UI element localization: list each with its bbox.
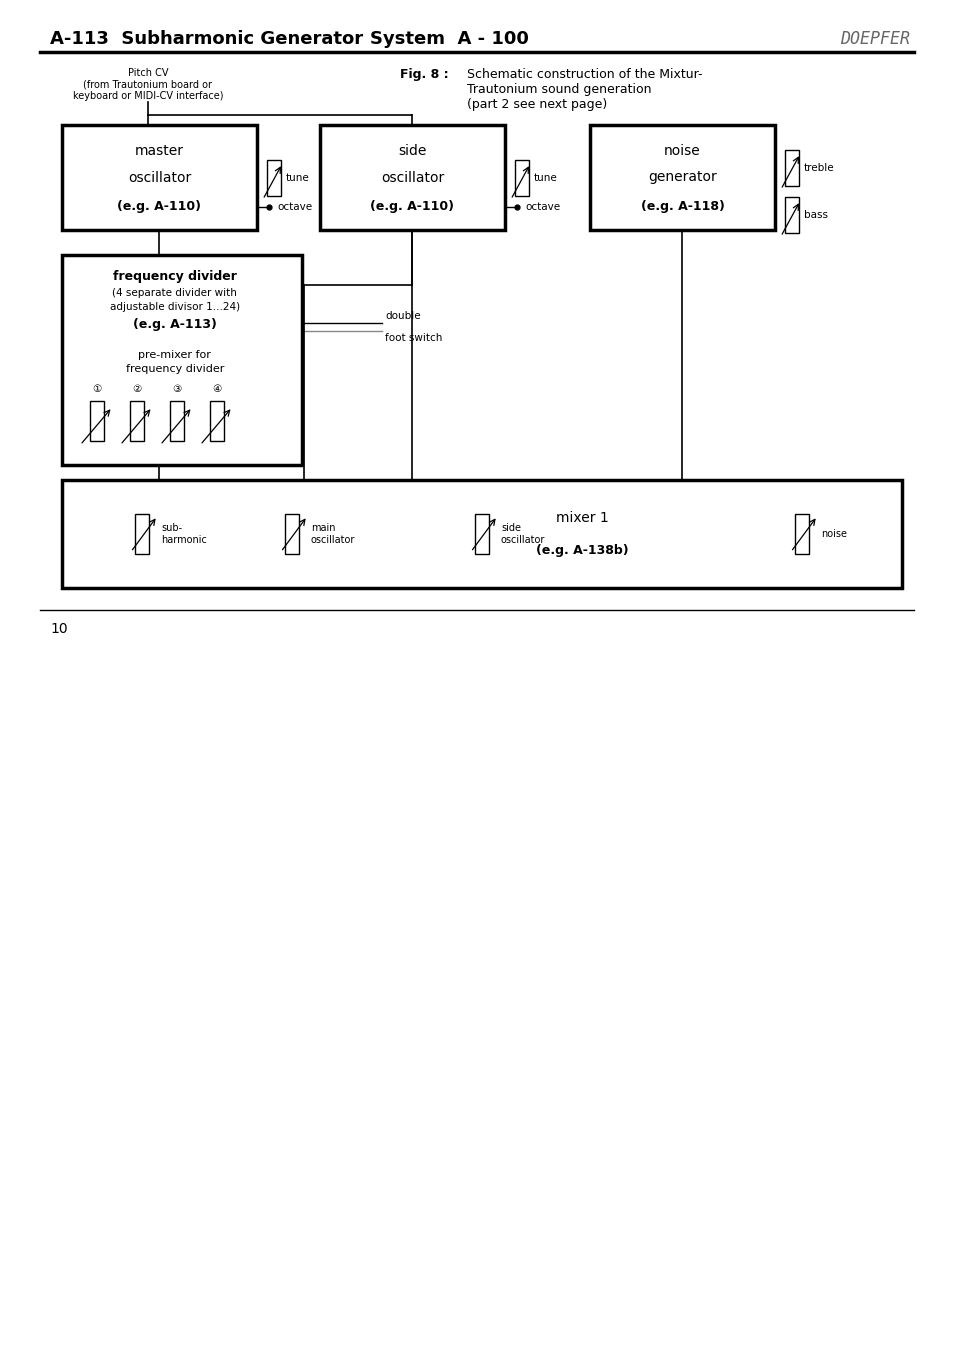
Text: System  A - 100: System A - 100 — [370, 30, 528, 49]
Text: ②: ② — [132, 384, 141, 394]
Text: DOEPFER: DOEPFER — [840, 30, 909, 49]
Text: master: master — [135, 145, 184, 158]
Text: oscillator: oscillator — [380, 170, 444, 185]
Bar — [62, 480, 901, 588]
Text: ④: ④ — [213, 384, 221, 394]
Bar — [90, 401, 104, 440]
Bar — [210, 401, 224, 440]
Text: bass: bass — [803, 209, 827, 220]
Text: (e.g. A-110): (e.g. A-110) — [117, 200, 201, 213]
Text: mixer 1: mixer 1 — [556, 511, 609, 524]
Bar — [589, 126, 774, 230]
Text: frequency divider: frequency divider — [126, 363, 224, 374]
Bar — [784, 197, 799, 232]
Bar — [319, 126, 504, 230]
Text: octave: octave — [276, 203, 312, 212]
Text: side
oscillator: side oscillator — [500, 523, 545, 544]
Text: side: side — [398, 145, 426, 158]
Text: 10: 10 — [50, 621, 68, 636]
Bar — [285, 513, 298, 554]
Text: Pitch CV
(from Trautonium board or
keyboard or MIDI-CV interface): Pitch CV (from Trautonium board or keybo… — [72, 68, 223, 101]
Text: ③: ③ — [172, 384, 181, 394]
Bar — [62, 126, 256, 230]
Text: Schematic construction of the Mixtur-
Trautonium sound generation
(part 2 see ne: Schematic construction of the Mixtur- Tr… — [467, 68, 701, 111]
Text: frequency divider: frequency divider — [112, 270, 236, 282]
Text: (4 separate divider with: (4 separate divider with — [112, 288, 237, 299]
Text: generator: generator — [647, 170, 716, 185]
Text: treble: treble — [803, 163, 834, 173]
Bar — [267, 159, 281, 196]
Bar — [784, 150, 799, 186]
Text: ①: ① — [92, 384, 102, 394]
Text: foot switch: foot switch — [385, 332, 442, 343]
Bar — [135, 513, 149, 554]
Text: main
oscillator: main oscillator — [311, 523, 355, 544]
Text: (e.g. A-110): (e.g. A-110) — [370, 200, 454, 213]
Text: (e.g. A-113): (e.g. A-113) — [132, 317, 216, 331]
Text: tune: tune — [534, 173, 558, 182]
Text: sub-
harmonic: sub- harmonic — [161, 523, 207, 544]
Bar — [170, 401, 184, 440]
Bar — [62, 255, 302, 465]
Text: (e.g. A-118): (e.g. A-118) — [639, 200, 723, 213]
Text: noise: noise — [821, 530, 846, 539]
Text: adjustable divisor 1...24): adjustable divisor 1...24) — [110, 303, 239, 312]
Text: (e.g. A-138b): (e.g. A-138b) — [536, 543, 628, 557]
Text: A-113  Subharmonic Generator: A-113 Subharmonic Generator — [50, 30, 363, 49]
Text: noise: noise — [663, 145, 700, 158]
Bar — [794, 513, 808, 554]
Bar — [130, 401, 144, 440]
Text: oscillator: oscillator — [128, 170, 191, 185]
Bar — [515, 159, 529, 196]
Text: tune: tune — [286, 173, 310, 182]
Text: double: double — [385, 311, 420, 322]
Text: octave: octave — [524, 203, 559, 212]
Text: Fig. 8 :: Fig. 8 : — [399, 68, 448, 81]
Text: pre-mixer for: pre-mixer for — [138, 350, 211, 359]
Bar — [475, 513, 489, 554]
